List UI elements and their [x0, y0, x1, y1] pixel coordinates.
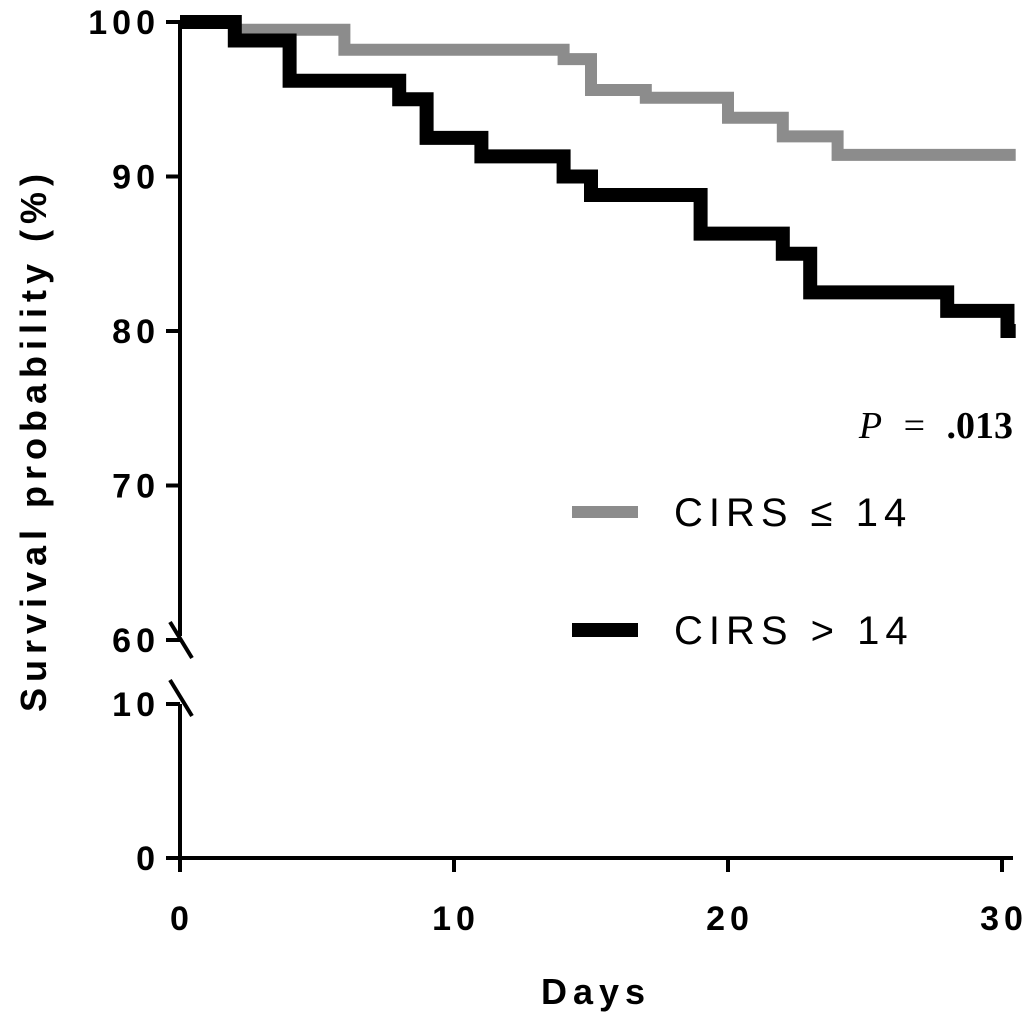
legend: CIRS ≤ 14 CIRS > 14	[572, 491, 914, 653]
x-tick-label-10: 10	[432, 900, 480, 938]
y-tick-label-70: 70	[112, 468, 160, 506]
series-line-cirs-high	[180, 15, 1016, 338]
y-tick-label-80: 80	[112, 313, 160, 351]
x-axis-title: Days	[541, 971, 651, 1012]
x-tick-label-0: 0	[170, 900, 194, 938]
y-tick-label-0: 0	[136, 840, 160, 878]
y-tick-label-10: 10	[112, 686, 160, 724]
y-axis-break-mark-top	[168, 620, 194, 660]
legend-label-cirs-low: CIRS ≤ 14	[674, 491, 912, 535]
series-group	[180, 15, 1016, 338]
p-value: .013	[947, 405, 1014, 447]
x-tick-label-30: 30	[980, 900, 1026, 938]
y-tick-label-60: 60	[112, 622, 160, 660]
p-label: P	[858, 405, 882, 447]
y-axis-break-mark-bottom	[168, 678, 194, 718]
legend-label-cirs-high: CIRS > 14	[674, 609, 914, 653]
x-tick-label-20: 20	[706, 900, 754, 938]
series-line-cirs-low	[180, 16, 1016, 161]
p-equals: =	[904, 405, 925, 447]
y-tick-label-100: 100	[88, 4, 160, 42]
axes-group: 0 10 20 30 60 70 80 90 100 0 10	[88, 4, 1026, 938]
p-value-annotation: P = .013	[858, 405, 1013, 447]
labels-group: Days Survival probability (%) P = .013	[13, 168, 1013, 1012]
y-tick-label-90: 90	[112, 159, 160, 197]
y-axis-title: Survival probability (%)	[13, 168, 54, 712]
